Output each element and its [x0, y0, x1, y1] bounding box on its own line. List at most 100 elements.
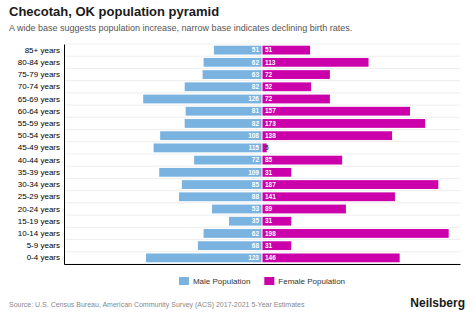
axis-line — [64, 45, 65, 265]
bar — [204, 229, 262, 238]
tick-label: 25-29 years — [18, 192, 60, 201]
legend-item: Female Population — [264, 277, 345, 286]
title: Checotah, OK population pyramid — [9, 4, 219, 19]
tick: 20-24 years — [18, 205, 64, 214]
tick-label: 20-24 years — [18, 205, 60, 214]
tick: 65-69 years — [18, 95, 64, 104]
data-label: 108 — [248, 132, 259, 139]
tick-label: 75-79 years — [18, 70, 60, 79]
tick-label: 60-64 years — [18, 107, 60, 116]
series-bars — [262, 46, 449, 263]
tick: 5-9 years — [27, 241, 64, 250]
data-label: 62 — [252, 59, 260, 66]
data-label: 173 — [265, 120, 276, 127]
tick-label: 55-59 years — [18, 119, 60, 128]
data-label: 85 — [252, 181, 260, 188]
legend-label: Male Population — [193, 277, 250, 286]
bar — [262, 46, 310, 55]
bar — [143, 95, 262, 104]
bar — [212, 205, 262, 214]
bar — [186, 107, 262, 116]
tick-label: 70-74 years — [18, 82, 60, 91]
tick-label: 65-69 years — [18, 95, 60, 104]
tick: 55-59 years — [18, 119, 64, 128]
data-label: 141 — [265, 193, 276, 200]
legend-item: Male Population — [179, 277, 250, 286]
subtitle: A wide base suggests population increase… — [9, 23, 352, 33]
bar — [214, 46, 262, 55]
legend-swatch — [179, 277, 189, 285]
tick: 80-84 years — [18, 58, 64, 67]
tick: 10-14 years — [18, 229, 64, 238]
data-label: 51 — [252, 46, 260, 53]
tick: 60-64 years — [18, 107, 64, 116]
tick-label: 80-84 years — [18, 58, 60, 67]
tick: 45-49 years — [18, 143, 64, 152]
bar — [262, 180, 438, 189]
data-label: 53 — [252, 205, 260, 212]
bar — [262, 192, 395, 201]
bar — [160, 131, 262, 140]
data-label: 63 — [252, 71, 260, 78]
bar — [203, 70, 262, 79]
tick: 35-39 years — [18, 168, 64, 177]
tick-label: 45-49 years — [18, 143, 60, 152]
bar — [185, 119, 262, 128]
data-label: 35 — [252, 217, 260, 224]
source: Source: U.S. Census Bureau, American Com… — [9, 301, 305, 309]
bar — [262, 205, 346, 214]
y-axis: 0-4 years5-9 years10-14 years15-19 years… — [18, 45, 65, 265]
tick: 40-44 years — [18, 156, 64, 165]
bar — [262, 119, 425, 128]
bar — [262, 253, 400, 262]
bar — [204, 58, 262, 67]
data-label: 109 — [248, 169, 259, 176]
tick: 75-79 years — [18, 70, 64, 79]
data-label: 115 — [249, 144, 260, 151]
tick-label: 50-54 years — [18, 131, 60, 140]
tick: 85+ years — [25, 46, 64, 55]
data-label: 52 — [265, 83, 273, 90]
data-label: 88 — [252, 193, 260, 200]
tick-label: 15-19 years — [18, 217, 60, 226]
bar — [179, 192, 262, 201]
bar — [262, 229, 449, 238]
series-bars — [143, 46, 262, 263]
tick: 15-19 years — [18, 217, 64, 226]
axis-line — [65, 264, 461, 265]
data-label: 72 — [252, 156, 260, 163]
bar — [262, 58, 369, 67]
chart: Checotah, OK population pyramid A wide ba… — [0, 0, 474, 316]
data-label: 113 — [265, 59, 276, 66]
tick: 25-29 years — [18, 192, 64, 201]
bar — [185, 82, 262, 91]
legend: Male Population Female Population — [179, 277, 345, 286]
data-labels: 1236862355388851097211510882811268263625… — [248, 46, 276, 261]
data-label: 157 — [265, 107, 276, 114]
data-label: 85 — [265, 156, 273, 163]
tick-label: 85+ years — [25, 46, 60, 55]
tick-label: 35-39 years — [18, 168, 60, 177]
tick-label: 40-44 years — [18, 156, 60, 165]
bar — [154, 143, 262, 152]
data-label: 123 — [248, 254, 259, 261]
tick: 50-54 years — [18, 131, 64, 140]
bar — [262, 70, 330, 79]
tick-label: 10-14 years — [18, 229, 60, 238]
data-label: 82 — [252, 83, 260, 90]
data-label: 187 — [265, 181, 276, 188]
bar — [262, 217, 291, 226]
bar — [198, 241, 262, 250]
bar — [146, 253, 262, 262]
bars — [143, 44, 448, 264]
tick-label: 5-9 years — [27, 241, 60, 250]
data-label: 31 — [265, 242, 273, 249]
data-label: 68 — [252, 242, 260, 249]
data-label: 81 — [252, 107, 260, 114]
data-label: 89 — [265, 205, 273, 212]
data-label: 31 — [265, 217, 273, 224]
bar — [262, 82, 311, 91]
bar — [262, 95, 330, 104]
data-label: 72 — [265, 71, 273, 78]
data-label: 82 — [252, 120, 260, 127]
